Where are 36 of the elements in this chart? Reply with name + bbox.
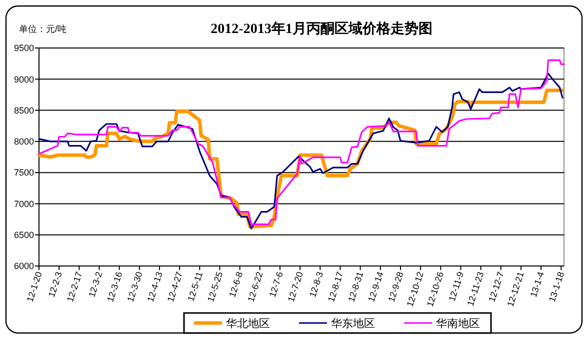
y-tick-label: 7000 bbox=[14, 198, 34, 209]
x-tick-label: 12-6-22 bbox=[246, 270, 265, 304]
legend-label: 华北地区 bbox=[226, 316, 270, 330]
y-tick-label: 8500 bbox=[14, 105, 34, 116]
x-tick-label: 12-2-3 bbox=[46, 270, 64, 298]
x-tick-label: 12-4-27 bbox=[165, 270, 184, 304]
x-tick-label: 12-9-14 bbox=[366, 270, 386, 304]
x-tick-label: 12-3-16 bbox=[105, 270, 124, 304]
x-tick-label: 12-2-17 bbox=[64, 270, 84, 304]
x-tick-label: 13-1-4 bbox=[528, 270, 546, 298]
x-tick-label: 12-7-20 bbox=[286, 270, 305, 304]
y-tick-label: 9500 bbox=[14, 43, 34, 54]
legend-label: 华南地区 bbox=[436, 316, 480, 330]
y-tick-label: 8000 bbox=[14, 136, 34, 147]
x-tick-label: 12-8-17 bbox=[326, 270, 346, 304]
x-tick-label: 12-3-2 bbox=[86, 270, 104, 298]
x-tick-label: 12-4-13 bbox=[145, 270, 164, 304]
x-tick-label: 12-11-9 bbox=[446, 270, 466, 302]
legend-label: 华东地区 bbox=[331, 316, 375, 330]
y-tick-label: 9000 bbox=[14, 74, 34, 84]
x-tick-label: 12-5-25 bbox=[206, 270, 225, 304]
chart-title: 2012-2013年1月丙酮区域价格走势图 bbox=[210, 21, 432, 37]
x-tick-label: 12-6-8 bbox=[227, 270, 245, 298]
x-tick-label: 12-1-20 bbox=[24, 270, 44, 304]
x-tick-label: 13-1-18 bbox=[546, 270, 566, 304]
y-tick-label: 6000 bbox=[14, 261, 34, 272]
x-tick-label: 12-3-30 bbox=[125, 270, 144, 304]
y-tick-label: 6500 bbox=[14, 230, 34, 240]
y-tick-label: 7500 bbox=[14, 168, 34, 178]
x-tick-label: 12-9-28 bbox=[386, 270, 406, 304]
x-tick-label: 12-8-31 bbox=[346, 270, 366, 304]
x-tick-label: 12-8-3 bbox=[307, 270, 326, 298]
y-axis-title: 单位：元/吨 bbox=[19, 24, 67, 34]
x-tick-label: 12-5-11 bbox=[186, 270, 205, 302]
x-tick-label: 12-12-7 bbox=[486, 270, 506, 304]
x-tick-label: 12-7-6 bbox=[267, 270, 285, 298]
